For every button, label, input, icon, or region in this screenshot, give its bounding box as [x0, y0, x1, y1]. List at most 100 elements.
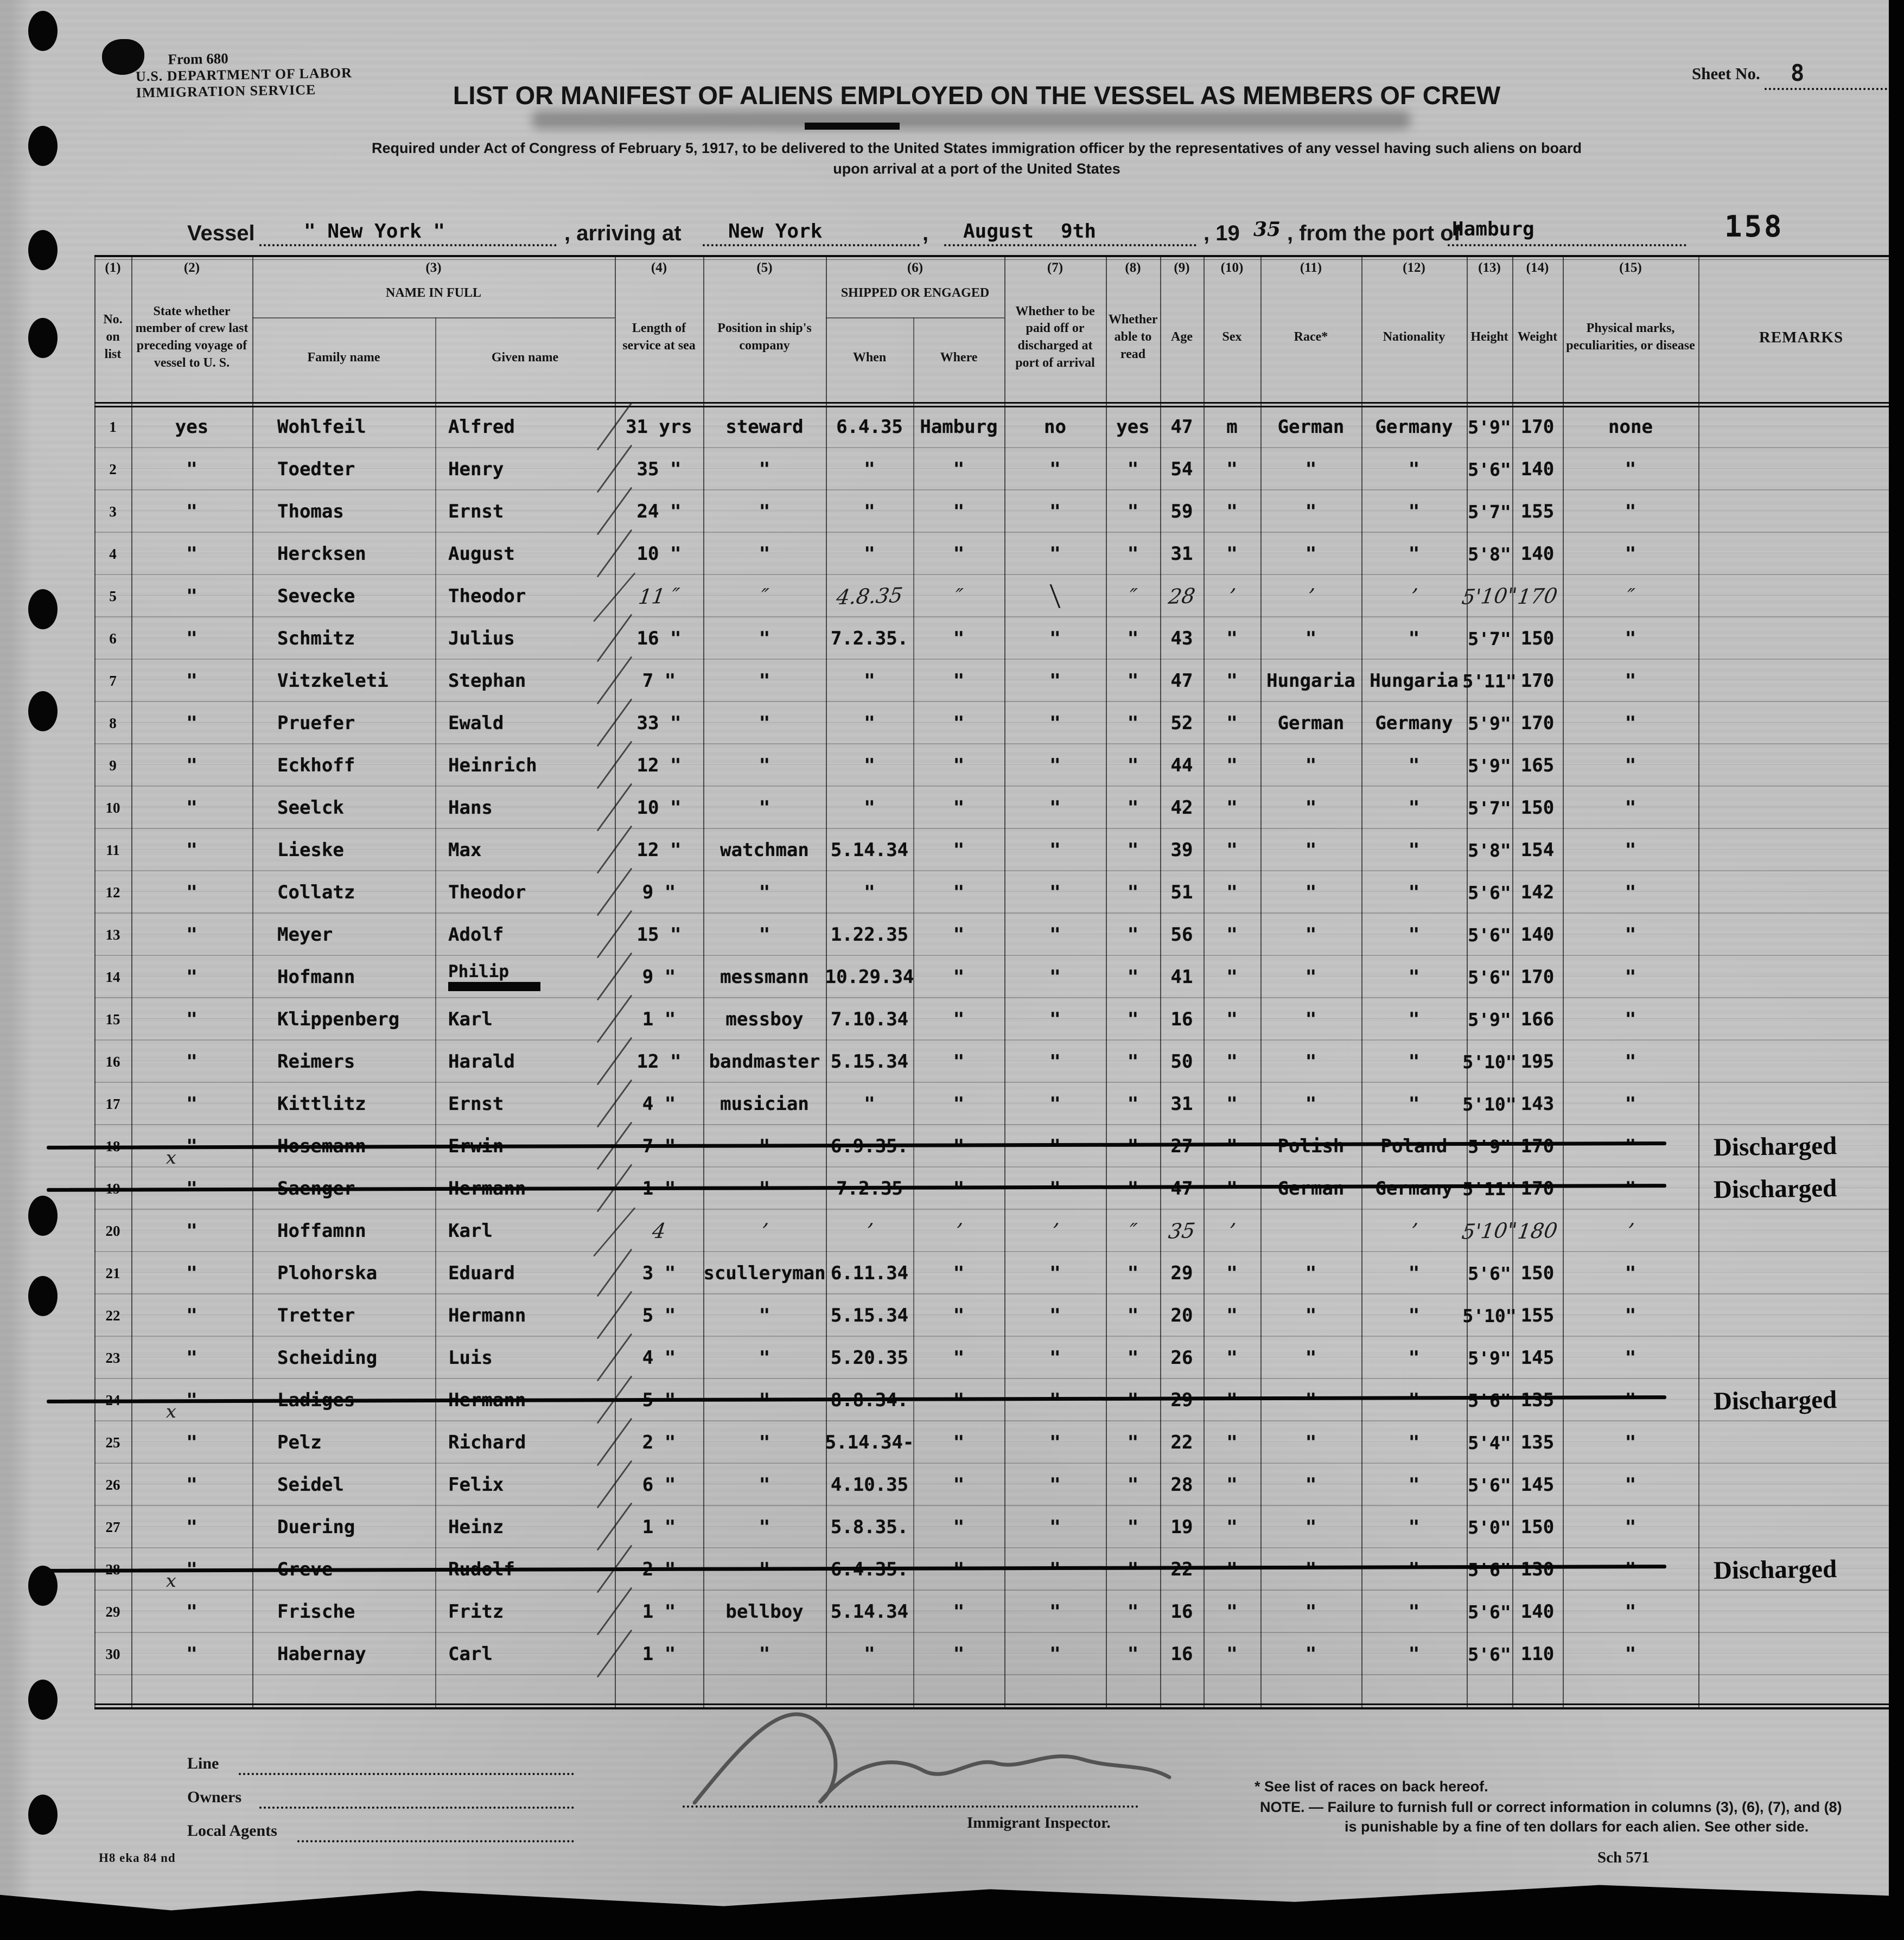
cell-height: 5'7" [1468, 797, 1511, 819]
punch-hole [28, 11, 58, 51]
col-header-when: When [852, 350, 887, 365]
cell-when: " [864, 882, 875, 903]
cell-height: 5'9" [1468, 416, 1511, 438]
plate-number: H8 eka 84 nd [99, 1851, 176, 1865]
cell-pos: " [759, 458, 770, 480]
cell-nat: " [1408, 924, 1420, 946]
bleed-through-text [532, 111, 1411, 129]
cell-race: " [1305, 839, 1317, 861]
cell-height: 5'10" [1462, 1093, 1517, 1115]
schedule-number: Sch 571 [1597, 1849, 1650, 1866]
cell-nat: " [1408, 1474, 1420, 1496]
cell-crew: " [186, 501, 198, 522]
cell-len: 5 " [615, 1294, 703, 1337]
cell-given: Theodor [448, 585, 526, 607]
cell-no: 26 [105, 1476, 120, 1493]
cell-no: 14 [105, 968, 120, 985]
cell-read: ″ [1127, 1218, 1139, 1243]
cell-race: " [1305, 1093, 1317, 1115]
cell-len: 24 " [615, 490, 703, 533]
cell-weight: 154 [1520, 839, 1555, 861]
cell-weight: 142 [1520, 882, 1555, 903]
cell-marks: " [1625, 966, 1636, 988]
year-value: 35 [1253, 218, 1281, 241]
table-body: 1 yes Wohlfeil Alfred 31 yrs steward 6.4.35 Ham… [46, 406, 1904, 1675]
punch-hole [28, 1196, 58, 1236]
col-num-10: (10) [1220, 260, 1244, 275]
cell-given: Karl [448, 1220, 493, 1242]
cell-crew: " [186, 543, 198, 565]
cell-nat: " [1408, 839, 1420, 861]
cell-no: 11 [106, 841, 120, 858]
cell-pos: sculleryman [703, 1262, 826, 1284]
local-agents-label: Local Agents [187, 1822, 277, 1840]
cell-age: 50 [1170, 1051, 1193, 1073]
cell-len: 16 " [615, 617, 703, 660]
cell-where: " [953, 1305, 965, 1326]
col-header-able-to-read: Whether able to read [1108, 312, 1158, 361]
cell-when: 6.11.34 [830, 1262, 909, 1284]
cell-when: " [864, 712, 875, 734]
cell-when: " [864, 458, 875, 480]
cell-age: 28 [1170, 1474, 1193, 1496]
cell-where: " [953, 543, 965, 565]
cell-family: Hercksen [277, 543, 366, 565]
cell-sex: " [1226, 1347, 1238, 1369]
cell-pos: messmann [720, 966, 809, 988]
col-num-13: (13) [1478, 260, 1501, 275]
cell-weight: 166 [1520, 1009, 1555, 1030]
cell-given: Philip [435, 956, 615, 998]
cell-given: August [448, 543, 515, 565]
cell-where: " [953, 1009, 965, 1030]
cell-race: German [1277, 416, 1345, 438]
cell-pos: " [759, 501, 770, 522]
cell-sex: " [1226, 1009, 1238, 1030]
cell-race: " [1305, 1347, 1317, 1369]
cell-remark: Discharged [1713, 1386, 1837, 1416]
cell-height: 5'6" [1468, 1262, 1511, 1284]
cell-weight: 165 [1520, 755, 1555, 776]
cell-nat: " [1408, 755, 1420, 776]
cell-paid: " [1049, 1347, 1061, 1369]
cell-paid: ’ [1050, 1218, 1060, 1243]
table-row: 6 " Schmitz Julius 16 " " 7.2.35. " " " 43 " " " 5'7" 1… [94, 617, 1904, 660]
cell-len: 35 " [615, 448, 703, 490]
col-header-age: Age [1171, 330, 1193, 344]
cell-nat: " [1408, 1262, 1420, 1284]
cell-remark [1698, 1506, 1904, 1548]
cell-read: " [1127, 543, 1139, 565]
table-row: 25 " Pelz Richard 2 " " 5.14.34- " " " 22 " " " 5'4" 13… [94, 1421, 1904, 1464]
cell-remark [1698, 1591, 1904, 1633]
cell-read: " [1127, 797, 1139, 819]
redaction-bar [448, 981, 540, 991]
cell-when: " [864, 755, 875, 776]
cell-age: 19 [1170, 1516, 1193, 1538]
cell-remark [1698, 1252, 1904, 1294]
table-row: 20 " Hoffamnn Karl 4 ’ ’ ’ ’ ″ 35 ’ ’ 5'10" 180 ’ [94, 1210, 1904, 1252]
cell-weight: 135 [1520, 1432, 1555, 1453]
col-num-6: (6) [907, 260, 924, 275]
cell-sex: " [1226, 882, 1238, 903]
cell-no: 8 [109, 714, 117, 731]
cell-weight: 170 [1520, 1178, 1555, 1199]
cell-marks: " [1625, 1474, 1636, 1496]
cell-remark [1698, 617, 1904, 660]
cell-where: " [953, 1051, 965, 1073]
cell-where: " [953, 797, 965, 819]
cell-marks: " [1625, 797, 1636, 819]
cell-where: " [953, 628, 965, 649]
cell-sex: " [1226, 712, 1238, 734]
cell-read: " [1127, 1601, 1139, 1623]
cell-crew: " [186, 628, 198, 649]
cell-crew: yes [175, 416, 209, 438]
cell-nat: " [1408, 797, 1420, 819]
cell-read: " [1127, 1516, 1139, 1538]
cell-paid: " [1049, 670, 1061, 692]
cell-given: Ernst [448, 1093, 504, 1115]
table-row: 5 " Sevecke Theodor 11 ″ ″ 4.8.35 ″ ╲ ″ 28 ’ ’ ’ 5'10"… [94, 575, 1904, 617]
col-header-physical-marks: Physical marks, peculiarities, or diseas… [1566, 321, 1695, 353]
cell-given: Heinrich [448, 755, 537, 776]
cell-len: 10 " [615, 787, 703, 829]
cell-read: " [1127, 1009, 1139, 1030]
cell-len: 1 " [615, 1506, 703, 1548]
